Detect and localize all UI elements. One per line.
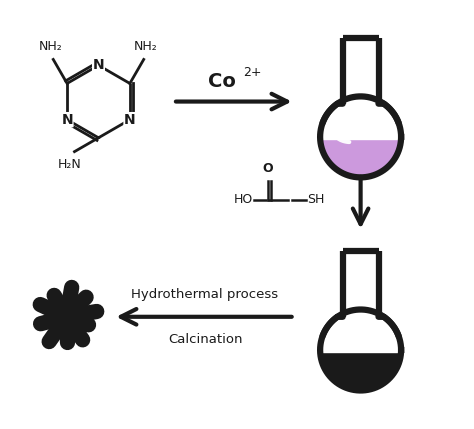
Text: NH₂: NH₂ — [134, 39, 158, 53]
Circle shape — [320, 97, 401, 177]
Bar — [311, 49, 410, 139]
Text: SH: SH — [307, 193, 324, 206]
Circle shape — [320, 309, 401, 390]
Text: N: N — [92, 58, 104, 73]
Text: N: N — [61, 113, 73, 127]
Text: N: N — [124, 113, 136, 127]
Text: NH₂: NH₂ — [39, 39, 63, 53]
Bar — [311, 262, 410, 352]
Text: H₂N: H₂N — [57, 158, 81, 172]
Text: HO: HO — [234, 193, 253, 206]
Text: Co: Co — [208, 72, 236, 91]
Text: 2+: 2+ — [243, 66, 262, 79]
Text: O: O — [263, 162, 273, 175]
Text: Hydrothermal process: Hydrothermal process — [131, 287, 279, 301]
Text: Calcination: Calcination — [168, 333, 242, 346]
